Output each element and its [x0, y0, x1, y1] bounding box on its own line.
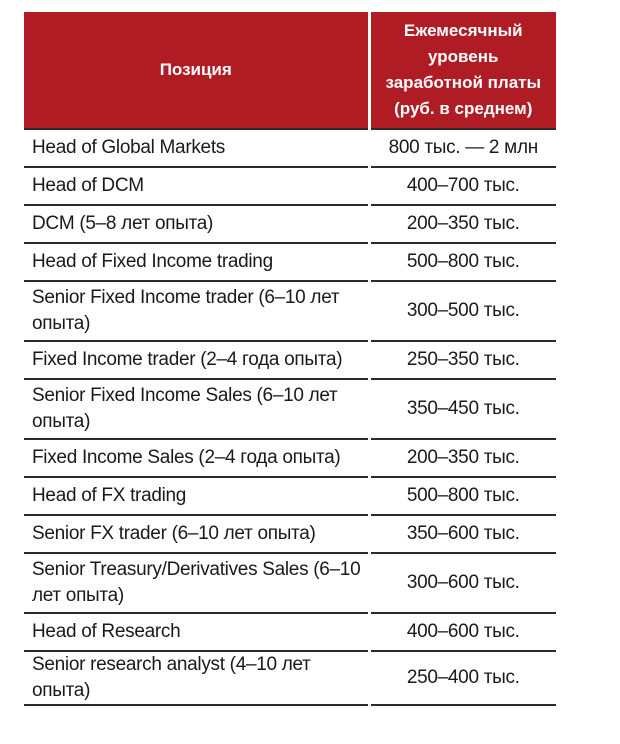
salary-cell: 300–500 тыс. — [367, 281, 556, 342]
position-cell: Fixed Income trader (2–4 года опыта) — [24, 341, 369, 380]
position-cell: Head of DCM — [24, 167, 369, 206]
header-salary-line: уровень — [428, 47, 499, 66]
table-row: Senior FX trader (6–10 лет опыта) 350–60… — [24, 515, 556, 554]
header-salary: Ежемесячный уровень заработной платы (ру… — [367, 12, 556, 129]
position-cell: Senior FX trader (6–10 лет опыта) — [24, 515, 369, 554]
header-salary-line: заработной платы — [385, 73, 542, 92]
position-cell: Head of FX trading — [24, 477, 369, 516]
table-row: Head of Research 400–600 тыс. — [24, 613, 556, 652]
position-cell: Senior Treasury/Derivatives Sales (6–10 … — [24, 553, 369, 614]
position-cell: Senior research analyst (4–10 лет опыта) — [24, 651, 369, 706]
salary-cell: 500–800 тыс. — [367, 477, 556, 516]
table-row: Head of FX trading 500–800 тыс. — [24, 477, 556, 516]
salary-cell: 250–400 тыс. — [367, 651, 556, 706]
salary-table: Позиция Ежемесячный уровень заработной п… — [24, 12, 556, 706]
salary-cell: 200–350 тыс. — [367, 439, 556, 478]
table-row: Head of DCM 400–700 тыс. — [24, 167, 556, 206]
salary-cell: 500–800 тыс. — [367, 243, 556, 282]
table-row: Head of Global Markets 800 тыс. — 2 млн — [24, 128, 556, 168]
table-row: Senior Treasury/Derivatives Sales (6–10 … — [24, 553, 556, 614]
salary-table-container: Позиция Ежемесячный уровень заработной п… — [24, 12, 556, 706]
salary-cell: 350–600 тыс. — [367, 515, 556, 554]
salary-cell: 800 тыс. — 2 млн — [367, 128, 556, 168]
table-row: DCM (5–8 лет опыта) 200–350 тыс. — [24, 205, 556, 244]
position-cell: DCM (5–8 лет опыта) — [24, 205, 369, 244]
salary-cell: 200–350 тыс. — [367, 205, 556, 244]
position-cell: Senior Fixed Income Sales (6–10 лет опыт… — [24, 379, 369, 440]
table-row: Head of Fixed Income trading 500–800 тыс… — [24, 243, 556, 282]
position-cell: Fixed Income Sales (2–4 года опыта) — [24, 439, 369, 478]
header-salary-line: Ежемесячный — [403, 21, 523, 40]
table-row: Senior Fixed Income Sales (6–10 лет опыт… — [24, 379, 556, 440]
table-row: Fixed Income trader (2–4 года опыта) 250… — [24, 341, 556, 380]
table-row: Senior Fixed Income trader (6–10 лет опы… — [24, 281, 556, 342]
position-cell: Head of Global Markets — [24, 128, 369, 168]
position-cell: Head of Fixed Income trading — [24, 243, 369, 282]
salary-cell: 350–450 тыс. — [367, 379, 556, 440]
table-row: Fixed Income Sales (2–4 года опыта) 200–… — [24, 439, 556, 478]
table-header: Позиция Ежемесячный уровень заработной п… — [24, 12, 556, 129]
salary-cell: 250–350 тыс. — [367, 341, 556, 380]
position-cell: Senior Fixed Income trader (6–10 лет опы… — [24, 281, 369, 342]
position-cell: Head of Research — [24, 613, 369, 652]
salary-cell: 400–700 тыс. — [367, 167, 556, 206]
header-position: Позиция — [24, 12, 369, 129]
table-row: Senior research analyst (4–10 лет опыта)… — [24, 651, 556, 706]
header-salary-line: (руб. в среднем) — [394, 99, 533, 118]
salary-cell: 300–600 тыс. — [367, 553, 556, 614]
salary-cell: 400–600 тыс. — [367, 613, 556, 652]
